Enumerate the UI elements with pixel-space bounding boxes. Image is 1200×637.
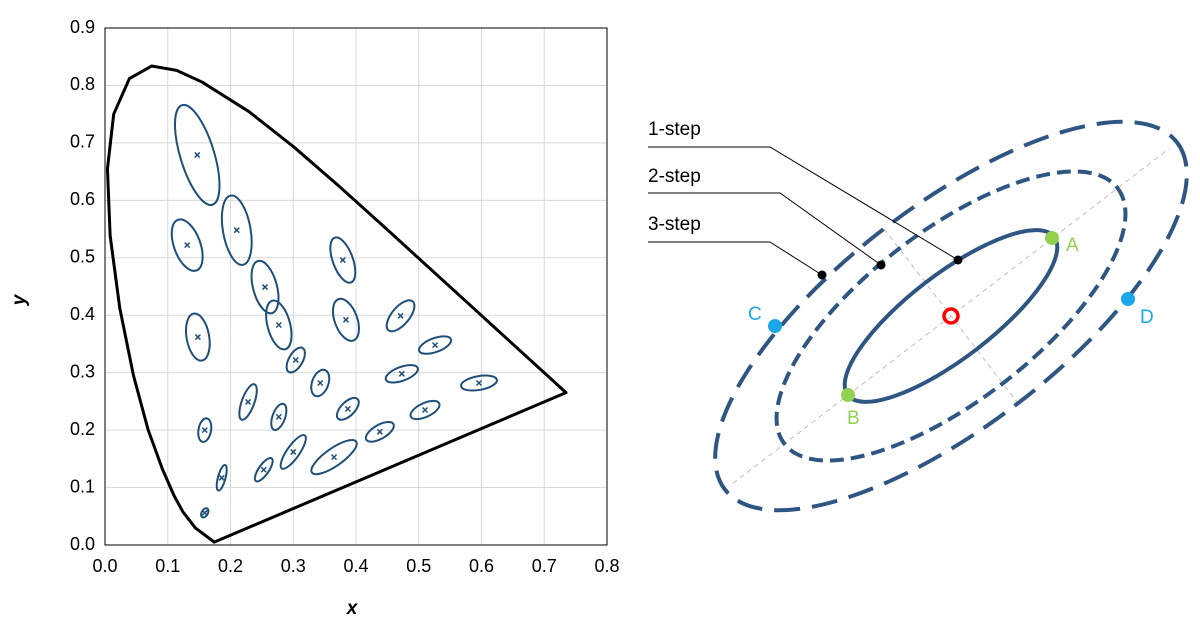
point-marker	[768, 319, 782, 333]
y-tick-label: 0.4	[70, 304, 95, 324]
center-cross	[432, 342, 439, 349]
x-tick-label: 0.4	[343, 556, 368, 576]
center-cross	[194, 151, 201, 158]
center-cross	[275, 413, 282, 420]
center-cross	[376, 428, 383, 435]
ellipse	[460, 374, 498, 392]
point-marker	[1045, 231, 1059, 245]
ellipse	[265, 299, 293, 351]
ellipse	[250, 259, 280, 315]
center-cross	[201, 509, 208, 516]
ellipse	[335, 396, 360, 421]
x-axis-label: x	[346, 598, 359, 619]
center-cross	[398, 370, 405, 377]
y-tick-label: 0.2	[70, 419, 95, 439]
ellipse	[200, 507, 210, 519]
center-cross	[344, 405, 351, 412]
leader-line	[648, 146, 959, 261]
ellipse	[185, 312, 211, 362]
diagram: 1-step 2-step 3-step A B C D	[648, 119, 1189, 513]
plot-frame	[104, 27, 608, 546]
ellipse	[331, 297, 360, 342]
spectral-locus	[105, 64, 568, 544]
ellipse	[364, 420, 395, 443]
minor-axis	[883, 228, 1019, 404]
center-cross	[218, 474, 225, 481]
leader-dot	[817, 270, 827, 280]
center-cross	[342, 316, 349, 323]
ellipse-group	[713, 119, 1189, 513]
center-cross	[397, 312, 404, 319]
x-tick-label: 0.3	[281, 556, 306, 576]
center-cross	[260, 466, 267, 473]
ellipse	[253, 457, 274, 483]
point-label: A	[1066, 235, 1079, 256]
ellipse	[170, 218, 204, 272]
point-marker	[1121, 292, 1135, 306]
center-cross	[245, 398, 252, 405]
ellipse	[238, 383, 258, 421]
leader-dot	[876, 260, 886, 270]
ellipse	[310, 439, 358, 476]
step-label: 2-step	[648, 166, 701, 187]
step-label: 1-step	[648, 119, 701, 140]
x-tick-label: 0.8	[594, 556, 619, 576]
y-tick-label: 0.9	[70, 17, 95, 37]
ellipse	[417, 335, 453, 355]
center-cross	[194, 334, 201, 341]
center-marker	[942, 307, 960, 325]
y-tick-label: 0.6	[70, 189, 95, 209]
center-cross	[421, 406, 429, 414]
x-tick-label: 0.0	[92, 556, 117, 576]
ellipse	[174, 103, 221, 207]
y-tick-label: 0.8	[70, 74, 95, 94]
x-tick-label: 0.2	[218, 556, 243, 576]
ellipse	[279, 434, 307, 470]
three-step-ellipse	[713, 119, 1189, 513]
ellipse	[197, 417, 213, 443]
y-axis-label: y	[9, 293, 30, 306]
ellipse	[220, 194, 253, 266]
point-label: D	[1140, 307, 1154, 328]
x-tick-label: 0.7	[532, 556, 557, 576]
y-tick-label: 0.0	[70, 534, 95, 554]
point-marker	[841, 388, 855, 402]
center-cross	[261, 284, 269, 291]
ellipse	[329, 236, 357, 284]
y-tick-label: 0.7	[70, 132, 95, 152]
y-tick-label: 0.3	[70, 361, 95, 381]
point-label: C	[748, 304, 762, 325]
center-cross	[275, 321, 282, 329]
point-label: B	[847, 408, 860, 429]
leader-dot	[953, 255, 963, 265]
center-cross	[184, 242, 191, 249]
two-step-ellipse	[774, 169, 1128, 463]
x-tick-label: 0.5	[406, 556, 431, 576]
ellipse	[310, 368, 331, 398]
step-label: 3-step	[648, 214, 701, 235]
y-tick-label: 0.1	[70, 476, 95, 496]
center-cross	[317, 379, 324, 387]
center-cross	[290, 448, 297, 455]
leader-line	[648, 241, 823, 276]
ellipse	[384, 364, 419, 384]
ellipse	[270, 402, 288, 432]
ellipse	[409, 399, 441, 421]
center-cross	[475, 379, 483, 387]
center-cross	[201, 427, 208, 434]
x-tick-label: 0.1	[155, 556, 180, 576]
ellipse	[385, 299, 416, 333]
center-cross	[233, 227, 240, 234]
center-cross	[292, 356, 299, 364]
ellipse	[215, 464, 228, 492]
leader-line	[648, 192, 882, 266]
y-tick-label: 0.5	[70, 247, 95, 267]
center-cross	[339, 257, 346, 264]
center-cross	[331, 454, 338, 461]
ellipse	[285, 346, 306, 374]
x-tick-label: 0.6	[469, 556, 494, 576]
